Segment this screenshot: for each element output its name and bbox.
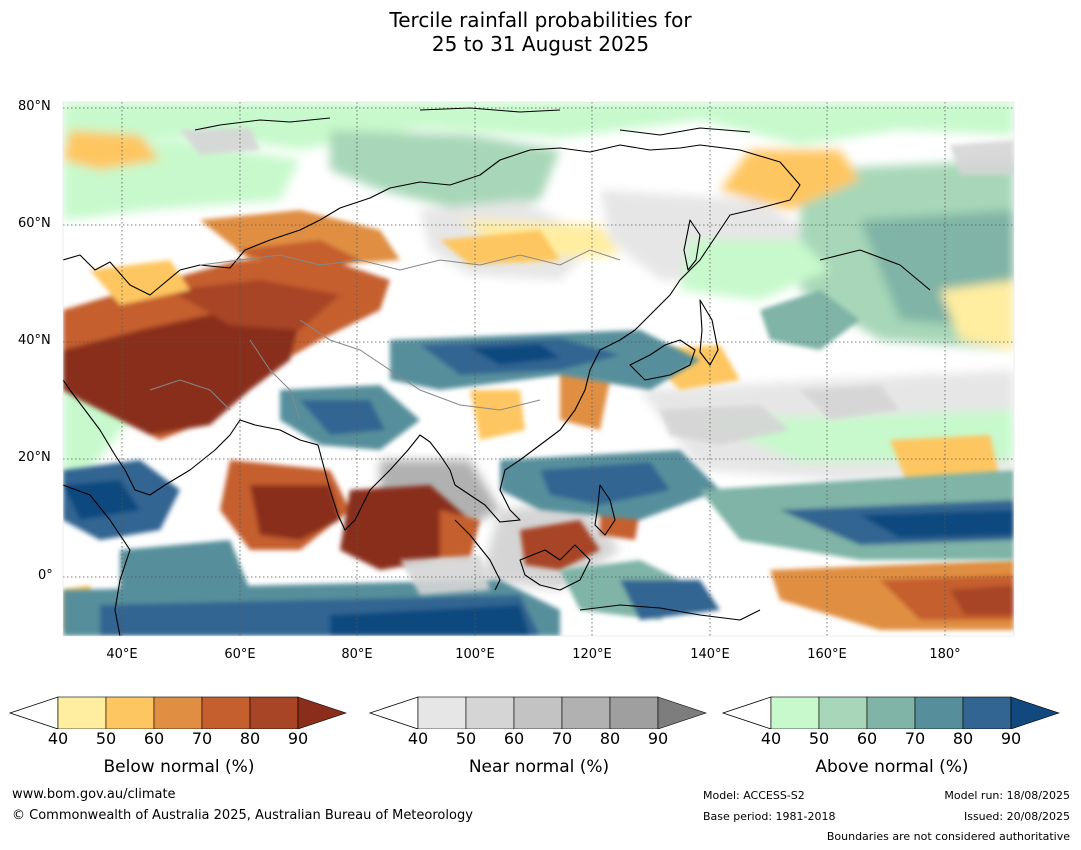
footer-issued: Issued: 20/08/2025 [963,810,1070,823]
graticule [63,102,1014,636]
legend-caption-near-normal: Near normal (%) [468,757,610,777]
colorbar-low-arrow [721,696,772,730]
lon-label-80e: 80°E [341,647,373,662]
legend-tick: 70 [904,729,926,748]
colorbar-swatch [201,696,251,730]
colorbar-swatch [609,696,659,730]
legend-tick: 50 [808,729,830,748]
colorbar-swatch [153,696,203,730]
colorbar-swatch [866,696,916,730]
colorbar-swatch [249,696,299,730]
colorbar-low-arrow [8,696,59,730]
legend-tick: 60 [143,729,165,748]
lat-label-0: 0° [38,568,53,583]
colorbar-high-arrow [1010,696,1060,730]
legend-tick: 40 [47,729,69,748]
legend-below-normal: 40 50 60 70 80 90 Below normal (%) [8,695,350,790]
lat-label-20n: 20°N [18,450,51,465]
colorbar-swatch [818,696,868,730]
coastlines [63,107,931,636]
legend-tick: 80 [599,729,621,748]
field-below-normal [63,210,1014,630]
colorbar-low-arrow [368,696,419,730]
colorbar-swatch [770,696,820,730]
colorbar-swatch [513,696,563,730]
lon-label-180: 180° [929,647,961,662]
map-frame [62,101,1015,637]
legend-tick: 90 [287,729,309,748]
legend-tick: 90 [647,729,669,748]
country-boundaries [149,249,621,421]
legend-tick: 50 [455,729,477,748]
footer-copyright: © Commonwealth of Australia 2025, Austra… [12,808,473,823]
colorbar-high-arrow [297,696,347,730]
footer-url[interactable]: www.bom.gov.au/climate [12,787,176,802]
title-line-2: 25 to 31 August 2025 [431,32,650,56]
footer-model-run: Model run: 18/08/2025 [944,789,1070,802]
colorbar-swatch [465,696,515,730]
rainfall-probability-map [62,101,1015,637]
legend-caption-below-normal: Below normal (%) [103,757,255,777]
legend-tick: 70 [551,729,573,748]
legend-tick: 50 [95,729,117,748]
lon-label-100e: 100°E [455,647,495,662]
legend-near-normal: 40 50 60 70 80 90 Near normal (%) [368,695,710,790]
footer-model: Model: ACCESS-S2 [703,789,805,802]
footer-base-period: Base period: 1981-2018 [703,810,836,823]
colorbar-high-arrow [657,696,707,730]
field-near-normal [180,128,1014,595]
lon-label-120e: 120°E [572,647,612,662]
colorbar-swatch [417,696,467,730]
legend-tick: 80 [239,729,261,748]
lat-label-60n: 60°N [18,216,51,231]
legend-tick: 80 [952,729,974,748]
title-line-1: Tercile rainfall probabilities for [389,8,692,32]
legend-above-normal: 40 50 60 70 80 90 Above normal (%) [721,695,1063,790]
lat-label-40n: 40°N [18,333,51,348]
legend-tick: 40 [407,729,429,748]
legend-above-normal-colorbar [721,696,1060,730]
legend-caption-above-normal: Above normal (%) [815,757,969,777]
lon-label-160e: 160°E [807,647,847,662]
field-above-normal [63,290,1014,636]
footer-disclaimer: Boundaries are not considered authoritat… [826,830,1070,843]
field-background-patches [63,102,1014,590]
colorbar-swatch [561,696,611,730]
colorbar-swatch [962,696,1012,730]
lon-label-140e: 140°E [690,647,730,662]
colorbar-swatch [914,696,964,730]
lat-label-80n: 80°N [18,99,51,114]
lon-label-40e: 40°E [106,647,138,662]
legend-tick: 60 [856,729,878,748]
colorbar-swatch [57,696,107,730]
legend-tick: 40 [760,729,782,748]
legend-below-normal-colorbar [8,696,347,730]
legend-tick: 70 [191,729,213,748]
colorbar-swatch [105,696,155,730]
probability-field [63,102,1014,636]
legend-near-normal-colorbar [368,696,707,730]
legend-tick: 90 [1000,729,1022,748]
chart-title: Tercile rainfall probabilities for 25 to… [0,8,1081,56]
legend-tick: 60 [503,729,525,748]
lon-label-60e: 60°E [224,647,256,662]
